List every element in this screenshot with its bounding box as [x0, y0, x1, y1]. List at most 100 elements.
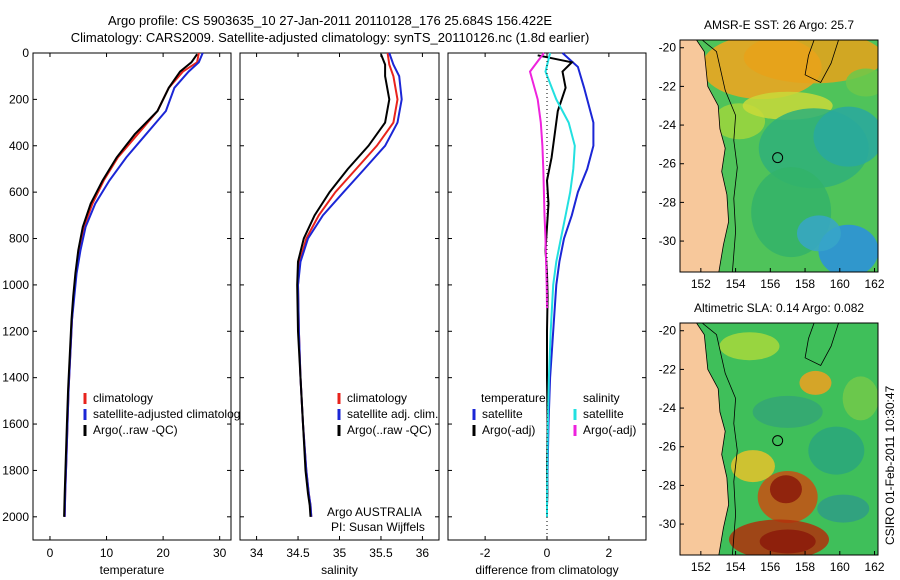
series-line-argo-raw-qc- [296, 53, 391, 517]
map-panel-sst-map: 152 154 156 158 160 162 -20 -22 -24 -26 -28 -30 AMSR… [659, 18, 885, 291]
salinity-xtick-label: 36 [416, 546, 430, 560]
sla-map-ytick-label: -28 [659, 478, 677, 492]
depth-tick-label: 1000 [2, 278, 29, 292]
title-line-2: Climatology: CARS2009. Satellite-adjuste… [70, 30, 590, 45]
legend-label: satellite-adjusted climatolog [93, 407, 240, 421]
difference-xlabel: difference from climatology [475, 563, 618, 577]
salinity-xtick-label: 35 [333, 546, 347, 560]
australia-landmass [680, 40, 730, 272]
series-line-satellite-adj-clim- [296, 52, 403, 517]
sst-map-ytick-label: -20 [659, 41, 677, 55]
field-patch [743, 40, 878, 84]
sst-map-ytick-label: -26 [659, 157, 677, 171]
temperature-xtick-label: 20 [156, 546, 170, 560]
sst-map-title: AMSR-E SST: 26 Argo: 25.7 [704, 18, 854, 32]
reef-contour [804, 40, 839, 84]
difference-xtick-label: -2 [480, 546, 491, 560]
series-line-temperature-argo-adj- [537, 54, 574, 517]
sst-map-xtick-label: 160 [830, 277, 850, 291]
sla-map-frame [679, 322, 879, 556]
figure-title: Argo profile: CS 5903635_10 27-Jan-2011 … [0, 12, 660, 46]
series-line-salinity-argo-adj- [528, 52, 548, 309]
sst-map-frame [679, 39, 879, 273]
temperature-xtick-label: 30 [213, 546, 227, 560]
field-patch [817, 494, 870, 523]
legend-label: climatology [93, 391, 153, 405]
csiro-timestamp: CSIRO 01-Feb-2011 10:30:47 [883, 385, 897, 545]
sst-map-field [680, 40, 878, 272]
depth-tick-label: 1200 [2, 324, 29, 338]
difference-xtick-label: 2 [606, 546, 613, 560]
depth-tick-label: 600 [9, 185, 29, 199]
field-patch [842, 376, 878, 421]
depth-tick-label: 200 [9, 92, 29, 106]
depth-tick-label: 1400 [2, 371, 29, 385]
sla-map-xtick-label: 158 [795, 560, 815, 574]
field-patch [845, 68, 878, 97]
depth-tick-label: 400 [9, 139, 29, 153]
sst-map-ytick-label: -24 [659, 118, 677, 132]
argo-position-marker [772, 152, 784, 164]
depth-tick-label: 800 [9, 232, 29, 246]
series-line-climatology [63, 52, 200, 517]
australia-landmass [680, 323, 730, 555]
temperature-xtick-label: 10 [100, 546, 114, 560]
argo-position-marker [772, 435, 784, 447]
field-patch [769, 475, 802, 504]
sla-map-title: Altimetric SLA: 0.14 Argo: 0.082 [694, 301, 864, 315]
sst-map-xtick-label: 152 [691, 277, 711, 291]
salinity-xtick-label: 34.5 [286, 546, 310, 560]
sst-map-ytick-label: -28 [659, 195, 677, 209]
legend-label: satellite [482, 407, 523, 421]
series-line-satellite-adjusted-climatology [63, 52, 204, 517]
title-line-1: Argo profile: CS 5903635_10 27-Jan-2011 … [107, 13, 553, 28]
profile-panel-salinity: 34 34.5 35 35.5 36 salinity climatology satelli… [239, 52, 440, 577]
pi-annotation: PI: Susan Wijffels [331, 520, 425, 534]
field-patch [813, 106, 878, 167]
reef-contour [804, 323, 839, 367]
legend-group-title-temperature: temperature [481, 391, 546, 405]
legend-label: Argo(-adj) [583, 423, 636, 437]
temperature-xlabel: temperature [100, 563, 165, 577]
owner-annotation: Argo AUSTRALIA [327, 505, 422, 519]
shelf-contour [701, 323, 738, 555]
profile-panel-difference: -2 0 2 difference from climatology temperatu… [447, 52, 647, 577]
field-patch [799, 370, 832, 395]
salinity-xlabel: salinity [321, 563, 358, 577]
map-panel-sla-map: 152 154 156 158 160 162 -20 -22 -24 -26 -28 -30 Alti… [659, 301, 885, 574]
legend-label: Argo(..raw -QC) [347, 423, 432, 437]
depth-tick-label: 0 [22, 46, 29, 60]
sla-map-ytick-label: -30 [659, 517, 677, 531]
salinity-xtick-label: 34 [250, 546, 264, 560]
depth-tick-label: 1600 [2, 417, 29, 431]
sla-map-ytick-label: -26 [659, 440, 677, 454]
field-patch [719, 332, 780, 361]
temperature-xtick-label: 0 [47, 546, 54, 560]
profile-panel-temperature: 0 10 20 30 0 200 400 600 800 1000 1200 1400 1600 1800… [2, 46, 240, 577]
field-patch [808, 426, 865, 475]
field-patch [759, 529, 816, 554]
sla-map-xtick-label: 154 [726, 560, 746, 574]
difference-xtick-label: 0 [544, 546, 551, 560]
sla-map-xtick-label: 152 [691, 560, 711, 574]
legend-label: satellite adj. clim. [347, 407, 438, 421]
field-patch [730, 450, 775, 483]
salinity-xtick-label: 35.5 [369, 546, 393, 560]
sst-map-xtick-label: 162 [865, 277, 885, 291]
field-patch [796, 215, 841, 252]
legend-label: climatology [347, 391, 407, 405]
series-line-argo-raw-qc- [63, 53, 198, 517]
depth-tick-label: 1800 [2, 463, 29, 477]
sla-map-field [680, 323, 878, 555]
sst-map-ytick-label: -30 [659, 234, 677, 248]
legend-label: Argo(-adj) [482, 423, 535, 437]
sst-map-xtick-label: 156 [760, 277, 780, 291]
sla-map-xtick-label: 156 [760, 560, 780, 574]
sla-map-ytick-label: -22 [659, 362, 677, 376]
series-line-climatology [296, 52, 399, 517]
sla-map-xtick-label: 160 [830, 560, 850, 574]
depth-tick-label: 2000 [2, 510, 29, 524]
sla-map-xtick-label: 162 [865, 560, 885, 574]
